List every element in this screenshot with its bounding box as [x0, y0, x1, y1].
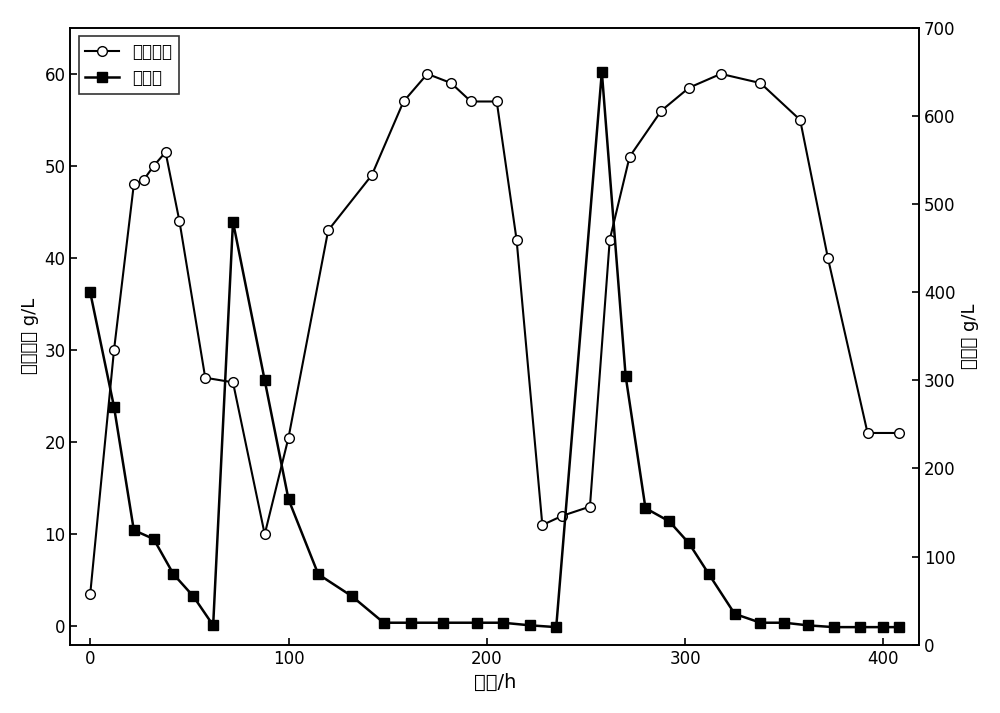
乙醇浓度 [259, 530, 271, 538]
乙醇浓度 [173, 217, 185, 225]
Legend: 乙醇浓度, 糖浓度: 乙醇浓度, 糖浓度 [79, 36, 179, 94]
糖浓度 [596, 68, 608, 76]
乙醇浓度 [893, 429, 905, 437]
乙醇浓度 [160, 148, 172, 156]
糖浓度 [148, 535, 160, 543]
乙醇浓度 [283, 434, 295, 442]
糖浓度 [754, 618, 766, 627]
乙醇浓度 [322, 226, 334, 235]
糖浓度 [187, 592, 199, 600]
乙醇浓度 [683, 83, 695, 92]
糖浓度 [802, 621, 814, 630]
糖浓度 [378, 618, 390, 627]
乙醇浓度 [794, 116, 806, 124]
乙醇浓度 [754, 79, 766, 88]
Y-axis label: 乙醇浓度 g/L: 乙醇浓度 g/L [21, 298, 39, 374]
糖浓度 [729, 610, 741, 618]
糖浓度 [497, 618, 509, 627]
糖浓度 [683, 539, 695, 548]
糖浓度 [227, 217, 239, 226]
乙醇浓度 [604, 235, 616, 244]
糖浓度 [639, 504, 651, 513]
X-axis label: 时间/h: 时间/h [474, 673, 516, 692]
糖浓度 [207, 621, 219, 630]
乙醇浓度 [227, 378, 239, 386]
乙醇浓度 [655, 106, 667, 115]
糖浓度 [346, 592, 358, 600]
乙醇浓度 [536, 520, 548, 529]
糖浓度 [471, 618, 483, 627]
乙醇浓度 [491, 97, 503, 106]
糖浓度 [778, 618, 790, 627]
乙醇浓度 [465, 97, 477, 106]
Line: 乙醇浓度: 乙醇浓度 [85, 69, 904, 599]
乙醇浓度 [421, 70, 433, 78]
糖浓度 [128, 526, 140, 535]
乙醇浓度 [584, 503, 596, 511]
糖浓度 [167, 570, 179, 578]
糖浓度 [312, 570, 324, 578]
糖浓度 [437, 618, 449, 627]
乙醇浓度 [84, 590, 96, 598]
Y-axis label: 糖浓度 g/L: 糖浓度 g/L [961, 304, 979, 369]
糖浓度 [877, 623, 889, 632]
糖浓度 [550, 623, 562, 632]
乙醇浓度 [148, 162, 160, 170]
乙醇浓度 [511, 235, 523, 244]
乙醇浓度 [624, 153, 636, 161]
糖浓度 [108, 403, 120, 411]
乙醇浓度 [128, 180, 140, 189]
糖浓度 [524, 621, 536, 630]
乙醇浓度 [862, 429, 874, 437]
糖浓度 [620, 371, 632, 380]
乙醇浓度 [366, 171, 378, 180]
糖浓度 [854, 623, 866, 632]
糖浓度 [283, 495, 295, 503]
糖浓度 [259, 376, 271, 384]
乙醇浓度 [445, 79, 457, 88]
Line: 糖浓度: 糖浓度 [85, 67, 904, 632]
乙醇浓度 [398, 97, 410, 106]
乙醇浓度 [556, 511, 568, 520]
糖浓度 [84, 288, 96, 297]
糖浓度 [703, 570, 715, 578]
乙醇浓度 [108, 346, 120, 354]
乙醇浓度 [138, 175, 150, 184]
乙醇浓度 [199, 374, 211, 382]
糖浓度 [663, 517, 675, 525]
糖浓度 [828, 623, 840, 632]
乙醇浓度 [715, 70, 727, 78]
糖浓度 [405, 618, 417, 627]
糖浓度 [893, 623, 905, 632]
乙醇浓度 [822, 254, 834, 262]
